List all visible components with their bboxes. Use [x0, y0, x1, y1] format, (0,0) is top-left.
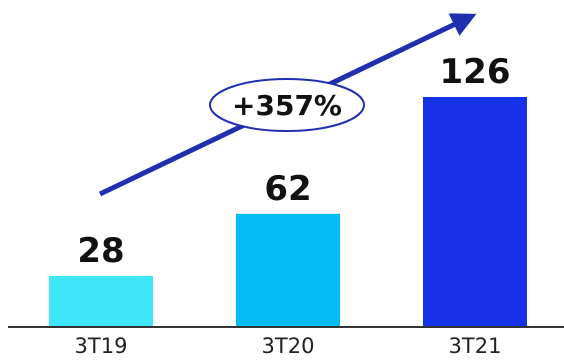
x-tick-label-3t19: 3T19 [75, 334, 128, 358]
growth-annotation: +357% [98, 13, 477, 197]
x-tick-labels: 3T19 3T20 3T21 [75, 334, 502, 358]
bar-3t21 [423, 97, 527, 327]
value-label-3t19: 28 [77, 231, 124, 271]
bar-3t19 [49, 275, 153, 327]
value-labels: 28 62 126 [77, 52, 510, 271]
x-tick-label-3t21: 3T21 [449, 334, 502, 358]
growth-ellipse [209, 78, 365, 132]
x-tick-label-3t20: 3T20 [262, 334, 315, 358]
bar-3t20 [236, 213, 340, 327]
bars [49, 97, 527, 327]
value-label-3t20: 62 [264, 169, 311, 209]
growth-percent-label: +357% [232, 89, 342, 122]
value-label-3t21: 126 [440, 52, 511, 92]
